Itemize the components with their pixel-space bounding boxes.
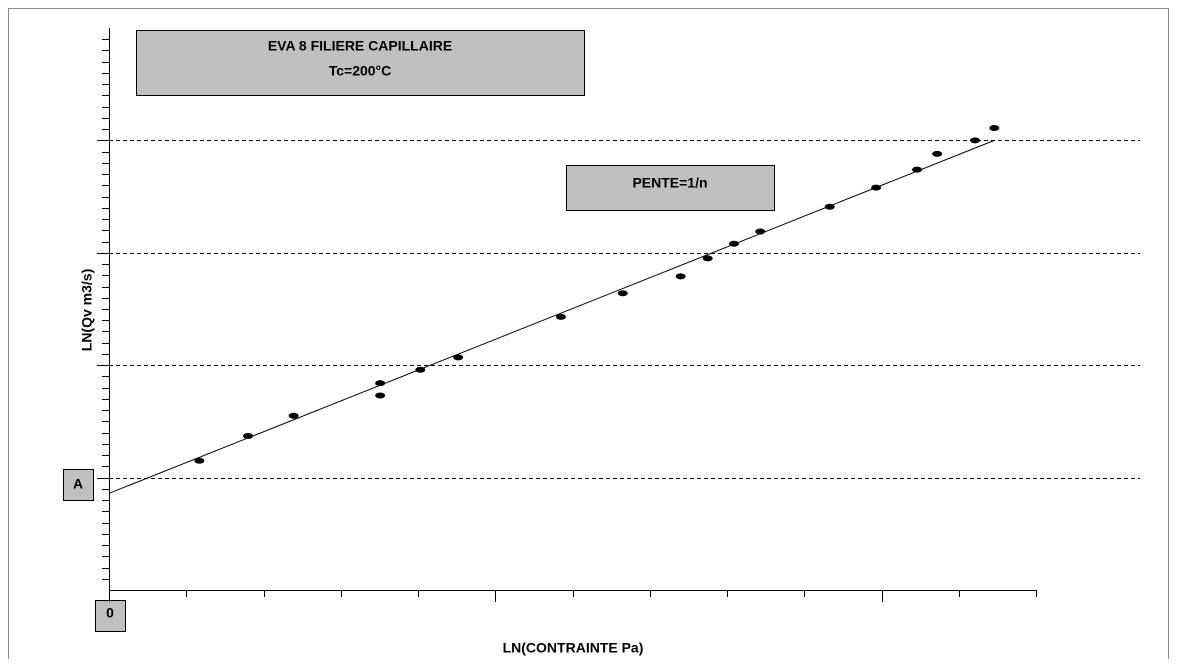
chart-title: EVA 8 FILIERE CAPILLAIRE xyxy=(268,38,452,54)
point xyxy=(755,228,766,235)
frame xyxy=(8,8,1169,664)
title-box xyxy=(136,30,585,96)
point xyxy=(932,150,943,157)
point xyxy=(288,412,299,419)
point xyxy=(675,273,686,280)
annotation: A xyxy=(73,476,83,492)
point xyxy=(702,255,713,262)
x-axis-label: LN(CONTRAINTE Pa) xyxy=(503,640,644,656)
point xyxy=(375,392,386,399)
chart-subtitle: Tc=200°C xyxy=(329,63,392,79)
point xyxy=(243,433,254,440)
point xyxy=(969,137,980,144)
fit-line xyxy=(108,139,995,494)
y-axis-label: LN(Qv m3/s) xyxy=(79,269,95,351)
annotation-box xyxy=(63,469,94,501)
annotation: 0 xyxy=(106,605,114,621)
point xyxy=(728,240,739,247)
point xyxy=(415,366,426,373)
point xyxy=(912,166,923,173)
annotation-box xyxy=(566,165,775,211)
point xyxy=(194,457,205,464)
point xyxy=(617,290,628,297)
point xyxy=(375,380,386,387)
point xyxy=(555,313,566,320)
point xyxy=(453,354,464,361)
annotation: PENTE=1/n xyxy=(632,175,707,191)
annotation-box xyxy=(95,600,126,632)
point xyxy=(824,203,835,210)
point xyxy=(871,184,882,191)
point xyxy=(989,125,1000,132)
